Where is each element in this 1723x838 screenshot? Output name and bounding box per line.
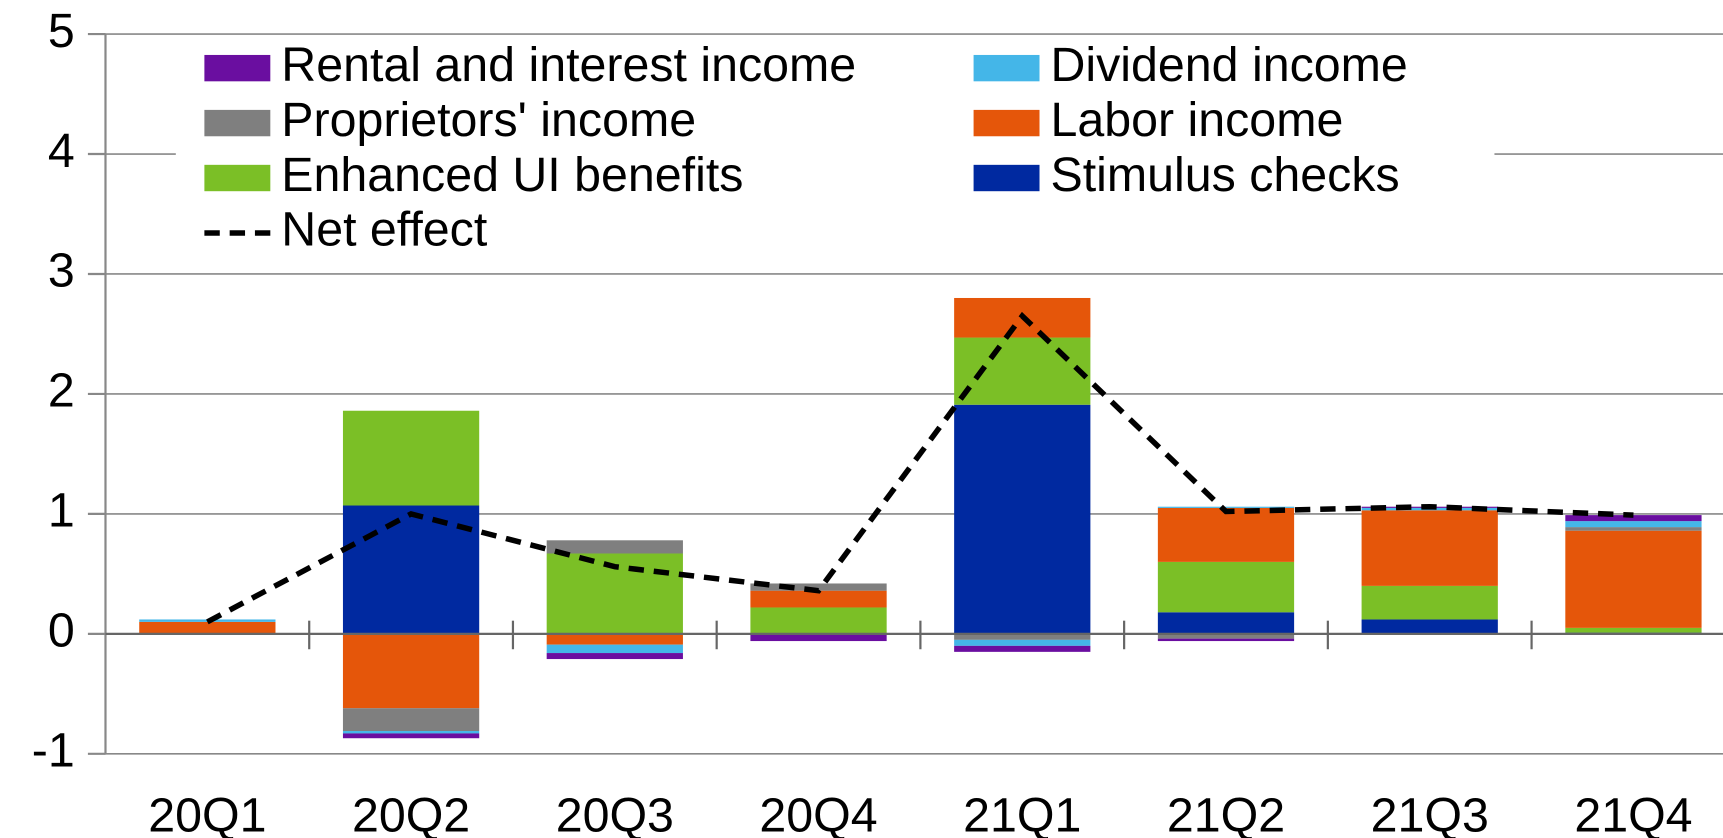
bar-segment xyxy=(1361,510,1498,586)
x-tick-label: 21Q4 xyxy=(1574,788,1692,838)
y-tick-label: 5 xyxy=(48,4,75,58)
legend-label: Proprietors' income xyxy=(281,93,696,147)
legend-box xyxy=(175,41,1495,262)
y-tick-label: 4 xyxy=(48,124,75,178)
x-tick-label: 20Q3 xyxy=(556,788,674,838)
x-tick-label: 20Q1 xyxy=(148,788,266,838)
legend-swatch xyxy=(204,54,271,82)
bar-segment xyxy=(546,633,683,645)
y-tick-label: 3 xyxy=(48,244,75,298)
bar-segment xyxy=(342,633,480,709)
x-tick-label: 21Q3 xyxy=(1371,788,1489,838)
bar-segment xyxy=(750,583,887,591)
bar-segment xyxy=(1157,633,1295,639)
legend-swatch xyxy=(204,109,271,137)
legend-label: Dividend income xyxy=(1051,38,1408,92)
x-tick-label: 21Q1 xyxy=(963,788,1081,838)
bar-segment xyxy=(1157,561,1295,613)
bar-segment xyxy=(1361,619,1498,634)
bar-segment xyxy=(342,733,480,739)
bar-segment xyxy=(139,621,276,634)
bar-segment xyxy=(1565,527,1702,531)
y-tick-label: 2 xyxy=(48,364,75,418)
legend-label: Net effect xyxy=(281,203,488,257)
bar-segment xyxy=(750,590,887,608)
bar-segment xyxy=(1157,507,1295,562)
bar-segment xyxy=(1361,585,1498,620)
bar-segment xyxy=(1157,506,1295,508)
bar-segment xyxy=(954,633,1091,640)
bar-segment xyxy=(1565,530,1702,628)
bar-segment xyxy=(1157,612,1295,634)
legend-swatch xyxy=(204,164,271,192)
x-tick-label: 21Q2 xyxy=(1167,788,1285,838)
bar-segment xyxy=(954,404,1091,634)
y-tick-label: 1 xyxy=(48,484,75,538)
y-tick-label: -1 xyxy=(32,724,75,778)
legend-label: Enhanced UI benefits xyxy=(281,148,743,202)
bar-segment xyxy=(954,645,1091,652)
net-effect-line xyxy=(206,311,1634,625)
bar-segment xyxy=(546,540,683,554)
bar-segment xyxy=(342,731,480,734)
legend-label: Labor income xyxy=(1051,93,1344,147)
bar-segment xyxy=(546,653,683,660)
bar-segment xyxy=(1565,515,1702,522)
bar-segment xyxy=(342,505,480,634)
bar-segment xyxy=(342,410,480,506)
x-tick-label: 20Q4 xyxy=(759,788,877,838)
legend-swatch xyxy=(973,164,1040,192)
bar-segment xyxy=(1565,627,1702,633)
x-tick-label: 20Q2 xyxy=(352,788,470,838)
y-tick-label: 0 xyxy=(48,604,75,658)
bar-segment xyxy=(954,337,1091,405)
bar-segment xyxy=(1565,521,1702,528)
legend-swatch xyxy=(973,109,1040,137)
bar-segment xyxy=(546,644,683,654)
bar-segment xyxy=(342,708,480,732)
legend-label: Rental and interest income xyxy=(281,38,856,92)
legend-label: Stimulus checks xyxy=(1051,148,1400,202)
bar-segment xyxy=(954,639,1091,646)
bar-segment xyxy=(750,633,887,642)
bar-segment xyxy=(750,607,887,634)
legend-swatch xyxy=(973,54,1040,82)
bar-segment xyxy=(1157,638,1295,642)
